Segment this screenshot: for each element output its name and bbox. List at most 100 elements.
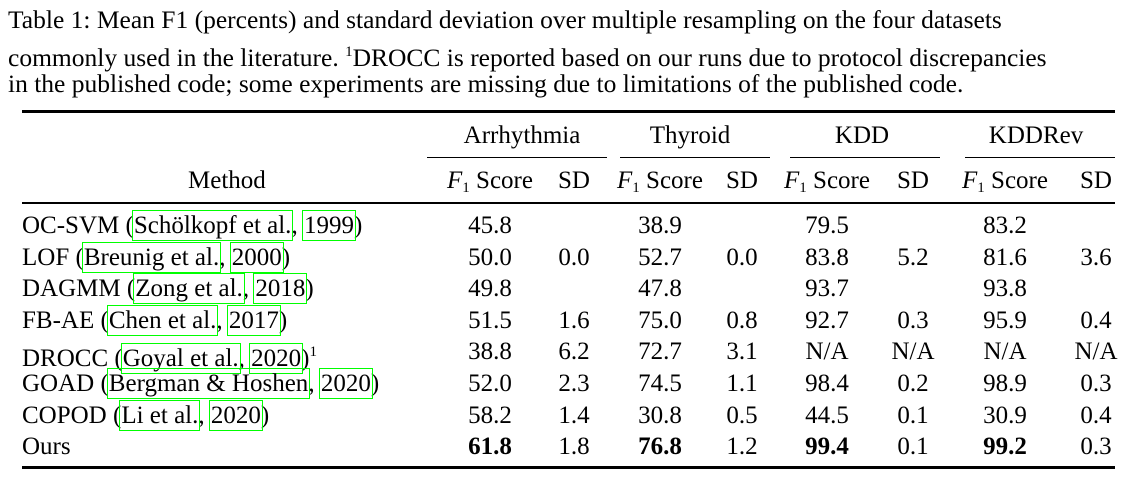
citation-year-link[interactable]: 1999	[301, 210, 356, 241]
score-label: Score	[813, 167, 870, 194]
f1-value-cell: 51.5	[468, 306, 512, 334]
sd-value-cell: 6.2	[558, 338, 590, 366]
score-label: Score	[991, 167, 1048, 194]
top-rule	[22, 110, 1115, 113]
citation-author-link[interactable]: Breunig et al.	[81, 241, 222, 273]
f1-symbol: F	[617, 167, 633, 194]
f1-value-cell: 81.6	[983, 243, 1027, 271]
f1-value-cell: 98.9	[983, 370, 1027, 397]
f1-subscript: 1	[462, 180, 470, 196]
f1-value-cell: 52.0	[468, 370, 512, 397]
citation-author-link[interactable]: Chen et al.	[106, 304, 219, 336]
sd-value-cell: 0.0	[558, 243, 590, 271]
f1-value-cell: 93.7	[805, 275, 849, 303]
f1-value-cell: 76.8	[638, 433, 682, 461]
sd-value-cell: 1.4	[558, 401, 590, 429]
sd-value-cell: 1.8	[558, 433, 590, 461]
f1-value-cell: 98.4	[805, 370, 849, 397]
f1-symbol: F	[447, 167, 463, 194]
method-name: DROCC	[22, 345, 109, 373]
f1-value-cell: 72.7	[638, 338, 682, 366]
f1-value-cell: 52.7	[638, 243, 682, 271]
f1-value-cell: 38.8	[468, 338, 512, 366]
f1-symbol: F	[962, 167, 978, 194]
sd-value-cell: 3.6	[1080, 243, 1112, 271]
citation-year-link[interactable]: 2000	[229, 241, 284, 273]
citation-year-link[interactable]: 2018	[253, 273, 308, 305]
f1-value-cell: 93.8	[983, 275, 1027, 303]
method-cell: OC-SVM (Schölkopf et al., 1999)	[22, 210, 363, 241]
bottom-rule	[22, 466, 1115, 469]
caption-line-3: in the published code; some experiments …	[8, 69, 964, 98]
f1-value-cell: 50.0	[468, 243, 512, 271]
group-underline	[620, 157, 770, 159]
f1-score-header: F1 Score	[784, 166, 870, 203]
caption-line-1: Table 1: Mean F1 (percents) and standard…	[8, 5, 1002, 34]
group-header-kddrev: KDDRev	[988, 122, 1084, 149]
sd-header: SD	[726, 167, 758, 194]
sd-value-cell: 1.2	[726, 433, 758, 461]
f1-value-cell: 75.0	[638, 306, 682, 334]
group-underline	[965, 157, 1115, 159]
f1-symbol: F	[784, 167, 800, 194]
group-header-kdd: KDD	[834, 122, 890, 149]
citation-author-link[interactable]: Goyal et al.	[120, 343, 241, 375]
method-cell: GOAD (Bergman & Hoshen, 2020)	[22, 368, 380, 399]
score-label: Score	[476, 167, 533, 194]
citation-year-link[interactable]: 2017	[226, 304, 281, 336]
citation-year-link[interactable]: 2020	[249, 343, 304, 375]
f1-value-cell: 92.7	[805, 306, 849, 334]
method-name: DAGMM	[22, 275, 121, 303]
f1-score-header: F1 Score	[617, 166, 703, 203]
method-name: OC-SVM	[22, 212, 120, 239]
citation-author-link[interactable]: Schölkopf et al.	[131, 210, 294, 241]
method-cell: Ours	[22, 432, 71, 462]
f1-value-cell: 49.8	[468, 275, 512, 303]
f1-value-cell: 79.5	[805, 212, 849, 239]
f1-value-cell: 58.2	[468, 401, 512, 429]
method-name: FB-AE	[22, 306, 95, 334]
method-name: COPOD	[22, 401, 107, 429]
sd-value-cell: 0.2	[897, 370, 929, 397]
sd-value-cell: 3.1	[726, 338, 758, 366]
citation-year-link[interactable]: 2020	[208, 399, 263, 431]
f1-value-cell: 47.8	[638, 275, 682, 303]
citation-author-link[interactable]: Zong et al.	[133, 273, 245, 305]
citation-author-link[interactable]: Li et al.	[119, 399, 201, 431]
f1-score-header: F1 Score	[447, 166, 533, 203]
f1-subscript: 1	[632, 180, 640, 196]
method-cell: LOF (Breunig et al., 2000)	[22, 241, 291, 273]
sd-header: SD	[897, 167, 929, 194]
f1-value-cell: 99.4	[805, 433, 849, 461]
f1-value-cell: N/A	[805, 338, 849, 366]
citation-year-link[interactable]: 2020	[318, 368, 373, 399]
f1-value-cell: 83.8	[805, 243, 849, 271]
sd-value-cell: N/A	[1074, 338, 1118, 366]
sd-value-cell: 5.2	[897, 243, 929, 271]
f1-value-cell: 61.8	[468, 433, 512, 461]
method-name: GOAD	[22, 370, 95, 397]
f1-subscript: 1	[977, 180, 985, 196]
sd-value-cell: 1.6	[558, 306, 590, 334]
f1-value-cell: 74.5	[638, 370, 682, 397]
method-cell: FB-AE (Chen et al., 2017)	[22, 304, 288, 336]
citation-author-link[interactable]: Bergman & Hoshen	[106, 368, 311, 399]
sd-value-cell: 0.0	[726, 243, 758, 271]
method-name: Ours	[22, 433, 71, 461]
f1-subscript: 1	[799, 180, 807, 196]
f1-value-cell: N/A	[983, 338, 1027, 366]
sd-value-cell: 2.3	[558, 370, 590, 397]
f1-value-cell: 38.9	[638, 212, 682, 239]
sd-value-cell: 0.3	[1080, 370, 1112, 397]
sd-header: SD	[558, 167, 590, 194]
method-header: Method	[188, 167, 266, 194]
mid-rule	[22, 202, 1115, 204]
method-cell: DROCC (Goyal et al., 2020)1	[22, 343, 317, 375]
sd-value-cell: 0.4	[1080, 401, 1112, 429]
caption-text: DROCC is reported based on our runs due …	[352, 43, 1047, 72]
method-name: LOF	[22, 243, 70, 271]
caption-line-2: commonly used in the literature. 1DROCC …	[8, 36, 1047, 74]
sd-header: SD	[1080, 167, 1112, 194]
f1-value-cell: 44.5	[805, 401, 849, 429]
sd-value-cell: 0.5	[726, 401, 758, 429]
